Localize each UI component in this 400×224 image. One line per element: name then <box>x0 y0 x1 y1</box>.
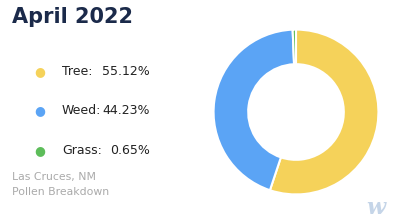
Text: April 2022: April 2022 <box>12 7 133 27</box>
Text: 0.65%: 0.65% <box>110 144 150 157</box>
Text: Las Cruces, NM
Pollen Breakdown: Las Cruces, NM Pollen Breakdown <box>12 172 109 197</box>
Text: Grass:: Grass: <box>62 144 102 157</box>
Text: ●: ● <box>34 65 46 78</box>
Text: 44.23%: 44.23% <box>102 104 150 117</box>
Text: w: w <box>366 197 386 219</box>
Text: Weed:: Weed: <box>62 104 101 117</box>
Text: Tree:: Tree: <box>62 65 92 78</box>
Text: ●: ● <box>34 104 46 117</box>
Text: ●: ● <box>34 144 46 157</box>
Wedge shape <box>214 30 294 190</box>
Wedge shape <box>270 30 378 194</box>
Text: 55.12%: 55.12% <box>102 65 150 78</box>
Wedge shape <box>293 30 296 64</box>
